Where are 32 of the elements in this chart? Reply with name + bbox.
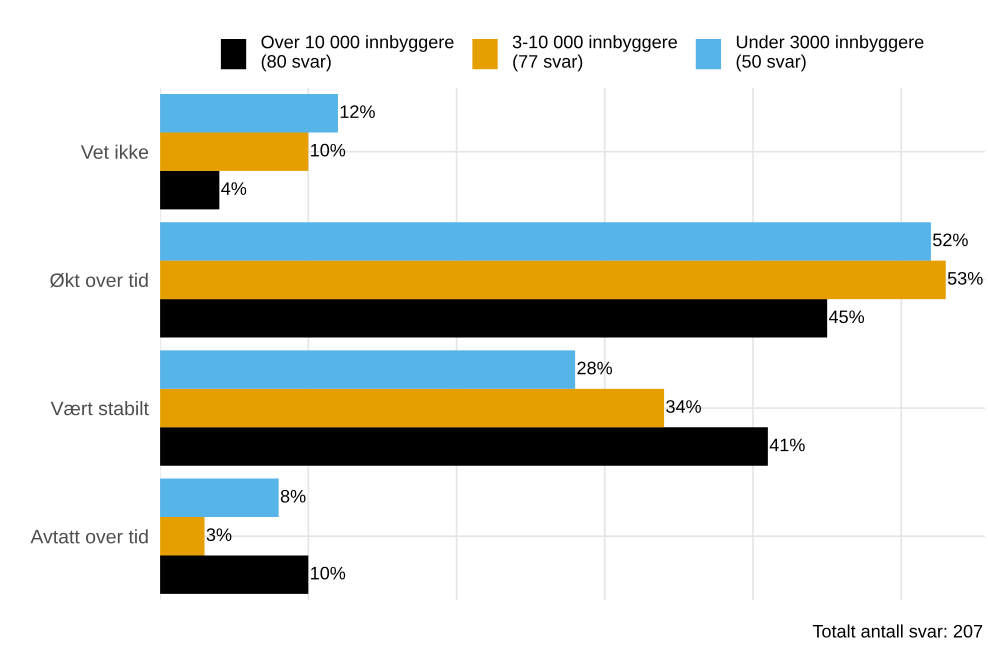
bar bbox=[160, 260, 946, 300]
y-tick-label: Vært stabilt bbox=[50, 401, 149, 416]
y-tick-label: Økt over tid bbox=[50, 272, 148, 288]
bar bbox=[160, 299, 828, 338]
data-label: 28% bbox=[577, 362, 612, 374]
legend-label: Over 10 000 innbyggere (80 svar) bbox=[261, 35, 454, 72]
data-label: 3% bbox=[206, 528, 232, 542]
bar bbox=[160, 222, 931, 261]
bar bbox=[160, 350, 576, 389]
bar bbox=[160, 388, 664, 428]
data-label: 10% bbox=[311, 144, 346, 157]
legend-label: Under 3000 innbyggere (50 svar) bbox=[736, 35, 924, 72]
bar bbox=[160, 478, 279, 518]
data-label: 53% bbox=[948, 272, 983, 285]
data-label: 41% bbox=[770, 438, 805, 452]
data-label: 4% bbox=[221, 182, 246, 195]
data-label: 45% bbox=[828, 310, 864, 324]
data-label: 10% bbox=[311, 566, 346, 580]
data-label: 52% bbox=[933, 233, 968, 246]
data-label: 34% bbox=[666, 400, 701, 413]
legend-label: 3-10 000 innbyggere (77 svar) bbox=[512, 35, 677, 72]
bar bbox=[160, 170, 220, 210]
text: Totalt antall svar: 207 bbox=[812, 624, 982, 638]
bar bbox=[160, 132, 308, 171]
y-tick-label: Avtatt over tid bbox=[30, 529, 148, 544]
data-label: 8% bbox=[280, 490, 306, 503]
y-tick-label: Vet ikke bbox=[80, 144, 148, 159]
bar bbox=[160, 94, 338, 132]
bar bbox=[160, 517, 205, 556]
data-label: 12% bbox=[340, 105, 375, 118]
bar bbox=[160, 555, 308, 594]
bar bbox=[160, 427, 768, 466]
